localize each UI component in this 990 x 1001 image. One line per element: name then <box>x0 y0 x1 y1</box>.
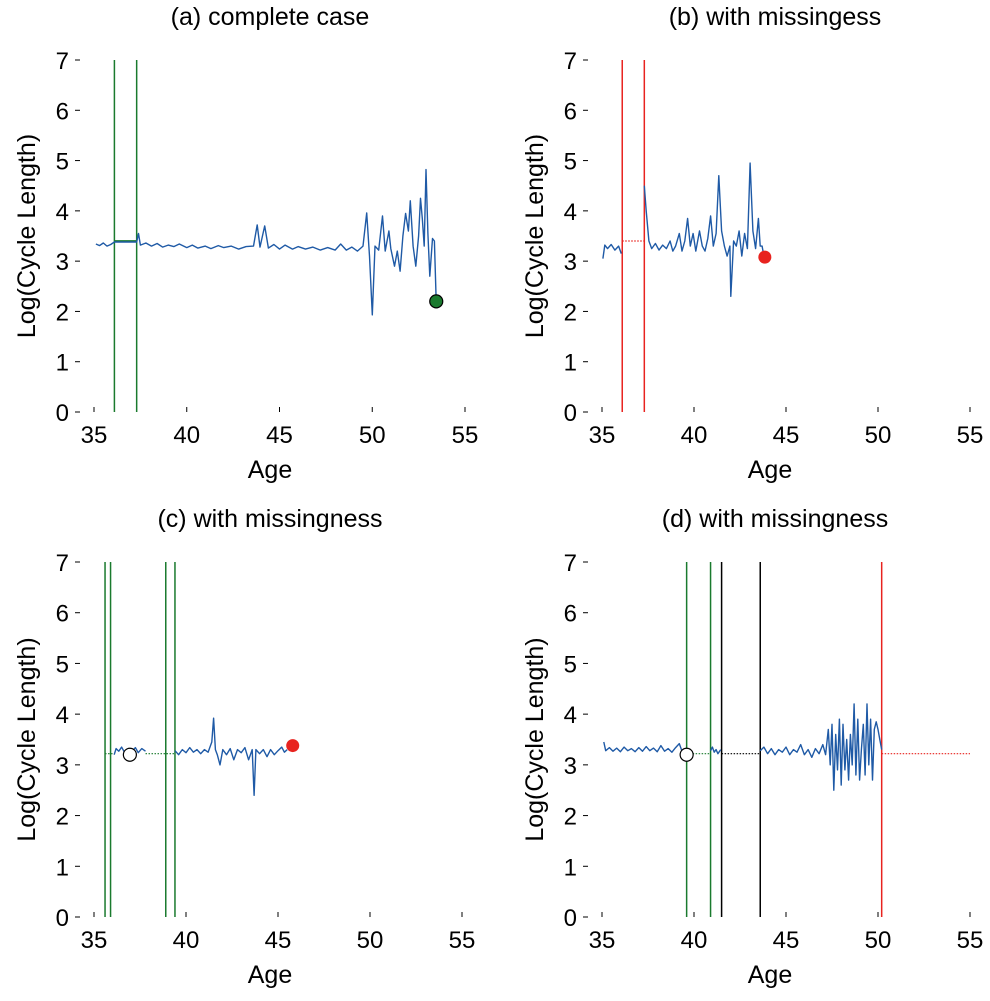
y-tick-label: 1 <box>564 854 577 881</box>
y-tick-label: 7 <box>56 48 69 75</box>
y-tick-label: 4 <box>564 702 577 729</box>
end-marker <box>758 250 772 264</box>
y-tick-label: 4 <box>564 199 577 226</box>
x-tick-label: 35 <box>81 927 108 954</box>
y-tick-label: 0 <box>56 400 69 427</box>
y-tick-label: 3 <box>564 249 577 276</box>
panel-title: (d) with missingness <box>662 505 888 533</box>
y-tick-label: 6 <box>56 98 69 125</box>
end-marker <box>122 747 137 762</box>
x-tick-label: 35 <box>589 422 616 449</box>
y-tick-label: 4 <box>56 702 69 729</box>
y-axis-label: Log(Cycle Length) <box>521 637 549 841</box>
x-tick-label: 50 <box>865 927 892 954</box>
y-tick-label: 0 <box>56 905 69 932</box>
x-axis-label: Age <box>248 456 292 484</box>
end-marker <box>429 294 444 309</box>
x-tick-label: 45 <box>773 422 800 449</box>
y-axis-label: Log(Cycle Length) <box>521 134 549 338</box>
y-tick-label: 6 <box>564 601 577 628</box>
x-tick-label: 45 <box>773 927 800 954</box>
x-axis-label: Age <box>748 456 792 484</box>
x-tick-label: 45 <box>266 422 293 449</box>
y-tick-label: 5 <box>56 149 69 176</box>
y-tick-label: 5 <box>56 651 69 678</box>
y-tick-label: 5 <box>564 651 577 678</box>
x-tick-label: 55 <box>452 422 479 449</box>
y-axis-label: Log(Cycle Length) <box>13 134 41 338</box>
x-tick-label: 50 <box>865 422 892 449</box>
x-tick-label: 40 <box>173 422 200 449</box>
x-tick-label: 40 <box>681 422 708 449</box>
y-tick-label: 7 <box>564 48 577 75</box>
x-tick-label: 55 <box>449 927 476 954</box>
x-tick-label: 45 <box>265 927 292 954</box>
x-tick-label: 35 <box>589 927 616 954</box>
series-line <box>643 162 765 297</box>
series-line <box>174 717 288 796</box>
x-axis-label: Age <box>748 961 792 989</box>
series-line <box>602 243 622 259</box>
y-axis-label: Log(Cycle Length) <box>13 637 41 841</box>
x-tick-label: 50 <box>357 927 384 954</box>
end-marker <box>679 747 694 762</box>
x-tick-label: 35 <box>81 422 108 449</box>
y-tick-label: 3 <box>564 753 577 780</box>
x-axis-label: Age <box>248 961 292 989</box>
end-marker <box>286 739 300 753</box>
y-tick-label: 3 <box>56 249 69 276</box>
y-tick-label: 7 <box>56 550 69 577</box>
x-tick-label: 55 <box>957 422 984 449</box>
series-line <box>709 746 722 755</box>
y-tick-label: 2 <box>564 804 577 831</box>
series-line <box>95 168 437 316</box>
panel-title: (a) complete case <box>171 3 370 31</box>
y-tick-label: 1 <box>56 854 69 881</box>
y-tick-label: 2 <box>564 299 577 326</box>
series-line <box>132 746 146 754</box>
y-tick-label: 5 <box>564 149 577 176</box>
x-tick-label: 40 <box>173 927 200 954</box>
y-tick-label: 3 <box>56 753 69 780</box>
y-tick-label: 1 <box>56 350 69 377</box>
y-tick-label: 1 <box>564 350 577 377</box>
y-tick-label: 2 <box>56 299 69 326</box>
y-tick-label: 7 <box>564 550 577 577</box>
x-tick-label: 50 <box>359 422 386 449</box>
y-tick-label: 2 <box>56 804 69 831</box>
panel-title: (b) with missingess <box>669 3 882 31</box>
y-tick-label: 0 <box>564 400 577 427</box>
x-tick-label: 55 <box>957 927 984 954</box>
series-line <box>759 703 883 791</box>
x-tick-label: 40 <box>681 927 708 954</box>
y-tick-label: 6 <box>56 601 69 628</box>
panel-title: (c) with missingness <box>157 505 382 533</box>
y-tick-label: 0 <box>564 905 577 932</box>
y-tick-label: 6 <box>564 98 577 125</box>
series-line <box>603 741 686 753</box>
y-tick-label: 4 <box>56 199 69 226</box>
